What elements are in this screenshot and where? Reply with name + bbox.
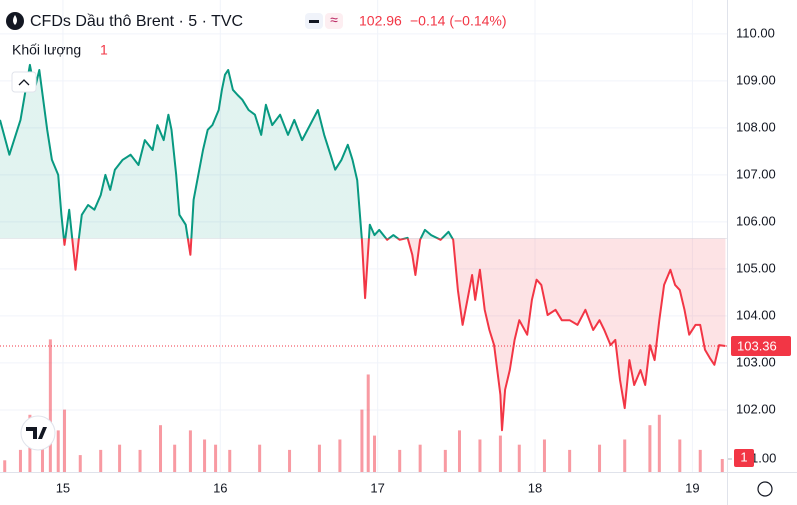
volume-bar — [288, 449, 292, 472]
y-tick-label: 103.00 — [736, 354, 776, 369]
volume-bar — [366, 374, 370, 472]
flag-icon — [309, 20, 319, 23]
tv-logo — [20, 415, 56, 451]
settings-button[interactable] — [757, 481, 773, 497]
volume-bar — [478, 439, 482, 472]
volume-bar — [720, 458, 724, 472]
x-tick-label: 18 — [528, 480, 542, 495]
volume-bar — [173, 444, 177, 472]
volume-bar — [418, 444, 422, 472]
header: CFDs Dầu thô Brent · 5 · TVC ≈ 102.96 −0… — [6, 12, 507, 93]
x-tick-label: 15 — [56, 480, 70, 495]
volume-bar — [457, 430, 461, 472]
volume-bar — [598, 444, 602, 472]
collapse-icon — [18, 79, 30, 86]
volume-bar — [517, 444, 521, 472]
y-tick-label: 107.00 — [736, 166, 776, 181]
price-change: −0.14 (−0.14%) — [410, 13, 507, 29]
drop-icon — [13, 15, 17, 25]
volume-bar — [63, 409, 67, 472]
volume-bar — [3, 460, 7, 472]
volume-bar — [568, 449, 572, 472]
volume-bar — [48, 339, 52, 472]
volume-bar — [56, 430, 60, 472]
volume-bar — [138, 449, 142, 472]
volume-bar — [398, 449, 402, 472]
volume-bar — [542, 439, 546, 472]
volume-legend: Khối lượng — [12, 42, 81, 58]
volume-bar — [228, 449, 232, 472]
volume-bar — [214, 444, 218, 472]
volume-bar — [317, 444, 321, 472]
volume-bar — [258, 444, 262, 472]
y-tick-label: 110.00 — [736, 25, 775, 40]
volume-tag-label: 1 — [740, 449, 747, 464]
volume-bar — [40, 439, 44, 472]
volume-bar — [678, 439, 682, 472]
y-tick-label: 109.00 — [736, 72, 776, 87]
collapse-button[interactable] — [11, 71, 37, 93]
price-line — [0, 63, 726, 432]
volume-bar — [498, 435, 502, 472]
volume-bar — [648, 425, 652, 472]
x-tick-label: 17 — [370, 480, 384, 495]
volume-bar — [698, 449, 702, 472]
last-price: 102.96 — [359, 13, 402, 29]
volume-bar — [78, 455, 82, 472]
volume-bar — [18, 449, 22, 472]
volume-bar — [657, 414, 661, 472]
y-tick-label: 105.00 — [736, 260, 776, 275]
volume-bar — [360, 409, 364, 472]
volume-bar — [118, 444, 122, 472]
volume-bar — [443, 449, 447, 472]
volume-bar — [373, 435, 377, 472]
volume-tick-label: 1.00 — [751, 450, 776, 465]
volume-bar — [188, 430, 192, 472]
logo-mark — [26, 427, 47, 439]
volume-tag — [734, 448, 754, 467]
volume-bar — [623, 439, 627, 472]
plot — [0, 0, 727, 472]
logo-bg — [20, 415, 56, 451]
symbol-title: CFDs Dầu thô Brent · 5 · TVC — [30, 13, 243, 30]
y-tick-label: 108.00 — [736, 119, 776, 134]
y-tick-label: 106.00 — [736, 213, 776, 228]
compare-button[interactable] — [325, 13, 343, 29]
last-price-tag — [731, 336, 791, 357]
x-tick-label: 19 — [685, 480, 699, 495]
volume-legend-value: 1 — [100, 42, 108, 58]
volume-bar — [338, 439, 342, 472]
y-tick-label: 104.00 — [736, 307, 776, 322]
volume-bar — [159, 425, 163, 472]
last-price-label: 103.36 — [737, 338, 777, 353]
y-tick-label: 102.00 — [736, 401, 776, 416]
compare-icon: ≈ — [330, 12, 338, 28]
x-tick-label: 16 — [213, 480, 227, 495]
volume-bar — [203, 439, 207, 472]
volume-bar — [99, 449, 103, 472]
